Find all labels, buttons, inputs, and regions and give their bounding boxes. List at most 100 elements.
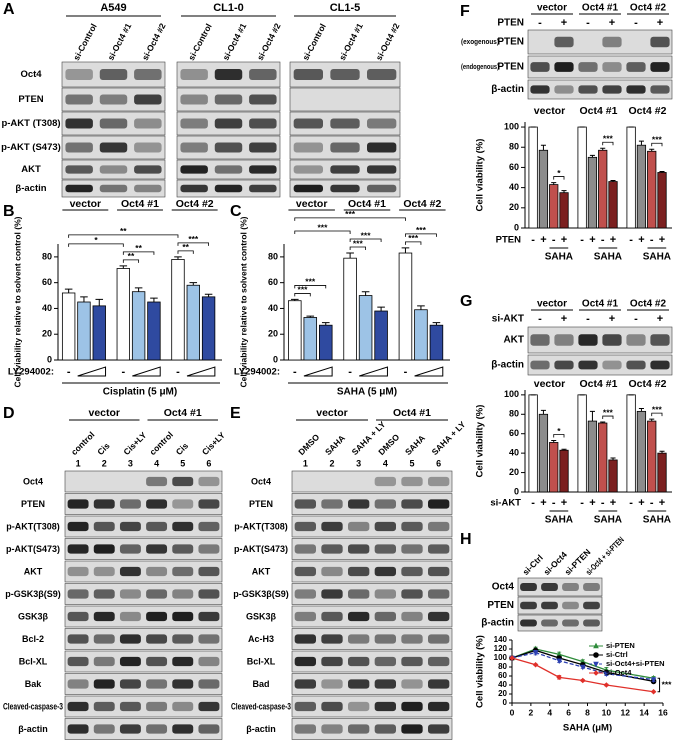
group-header: CL1-0 xyxy=(213,2,244,14)
treatment-mark: + xyxy=(609,313,615,325)
bar xyxy=(598,149,608,229)
blot-band xyxy=(67,499,89,509)
blot-band xyxy=(602,62,622,72)
sig-label: *** xyxy=(317,222,328,232)
blot-band xyxy=(134,184,162,193)
blot-band xyxy=(626,62,646,72)
blot-band xyxy=(93,656,115,667)
bar xyxy=(549,184,559,229)
blot-band xyxy=(428,679,450,689)
sig-bracket xyxy=(553,176,565,180)
sig-bracket xyxy=(602,415,614,420)
error-bar xyxy=(600,147,606,151)
blot-strip xyxy=(291,718,453,740)
x-tick-label: 4 xyxy=(547,707,552,717)
lane-number: 3 xyxy=(356,458,361,468)
blot-band xyxy=(99,118,128,129)
lane-label: DMSO xyxy=(376,432,401,457)
blot-band xyxy=(428,521,450,532)
bar xyxy=(657,452,667,493)
blot-band xyxy=(650,36,670,48)
row-label: PTEN xyxy=(249,499,273,509)
panel-label: B xyxy=(3,203,15,220)
blot-band xyxy=(214,69,243,80)
group-header: Oct4 #1 xyxy=(582,299,619,310)
treatment-label: si-AKT xyxy=(492,314,524,325)
sig-label: *** xyxy=(298,285,309,295)
bar xyxy=(77,301,91,361)
lane-number: 6 xyxy=(206,458,211,468)
group-header: Oct4 #1 xyxy=(393,407,431,419)
sig-bracket xyxy=(177,242,209,246)
blot-band xyxy=(93,589,115,599)
sig-label: *** xyxy=(603,407,614,417)
blot-band xyxy=(99,69,128,80)
lane-number: 1 xyxy=(76,458,81,468)
blot-band xyxy=(554,85,574,94)
blot-band xyxy=(93,724,115,734)
blot-band xyxy=(294,679,316,689)
blot-band xyxy=(146,521,168,532)
x-axis-label: Cisplatin (5 μM) xyxy=(103,387,177,398)
bar xyxy=(528,394,538,493)
blot-strip xyxy=(289,87,401,112)
error-bar xyxy=(306,315,315,318)
bar xyxy=(92,305,106,361)
blot-band xyxy=(374,611,396,622)
series-line xyxy=(511,657,654,693)
blot-strip xyxy=(291,538,453,560)
row-label: p-AKT(T308) xyxy=(6,522,60,532)
blot-band xyxy=(374,521,396,532)
row-label: p-AKT(S473) xyxy=(6,544,60,554)
x-axis-label: SAHA xyxy=(545,515,573,526)
blot-strip xyxy=(291,470,453,493)
x-axis-label: SAHA xyxy=(643,515,671,526)
panel-label: H xyxy=(460,531,472,548)
treatment-mark: + xyxy=(610,234,616,246)
treatment-mark: + xyxy=(657,313,663,325)
blot-strip xyxy=(517,596,603,615)
blot-band xyxy=(146,724,168,734)
sig-bracket xyxy=(177,250,194,254)
blot-band xyxy=(374,589,396,599)
sig-label: ** xyxy=(120,226,127,236)
point xyxy=(593,661,599,668)
point xyxy=(593,652,599,658)
treatment-mark: + xyxy=(609,17,615,29)
blot-band xyxy=(65,69,93,80)
blot-band xyxy=(172,521,194,532)
group-header: vector xyxy=(537,299,567,310)
blot-band xyxy=(330,165,360,174)
group-header: vector xyxy=(296,198,328,210)
blot-band xyxy=(374,679,396,689)
panel-label: F xyxy=(460,3,470,20)
y-tick-label: 20 xyxy=(509,467,519,477)
row-label: Cleaved-caspase-3 xyxy=(231,702,291,712)
treatment-mark: - xyxy=(348,366,352,378)
blot-band xyxy=(180,184,208,193)
blot-band xyxy=(428,724,450,734)
y-axis-label: Cell viability relative to solvent contr… xyxy=(12,216,22,387)
bar xyxy=(343,257,357,361)
blot-band xyxy=(626,360,646,370)
error-bar xyxy=(134,287,143,292)
y-tick-label: 80 xyxy=(509,142,519,152)
blot-band xyxy=(294,589,316,599)
blot-band xyxy=(146,589,168,599)
blot-band xyxy=(541,583,558,591)
blot-band xyxy=(348,611,370,622)
blot-band xyxy=(374,634,396,644)
blot-band xyxy=(172,701,194,712)
blot-band xyxy=(294,724,316,734)
y-tick-label: 80 xyxy=(268,251,278,261)
bar xyxy=(636,144,647,229)
treatment-mark: - xyxy=(601,234,605,246)
x-tick-label: 16 xyxy=(658,707,668,717)
row-label: AKT xyxy=(252,567,271,577)
blot-band xyxy=(172,476,194,487)
row-label: PTEN xyxy=(497,37,524,48)
y-tick-label: 60 xyxy=(42,277,52,287)
bar xyxy=(358,295,373,361)
sig-label: *** xyxy=(652,135,663,145)
sig-label: *** xyxy=(408,233,419,243)
